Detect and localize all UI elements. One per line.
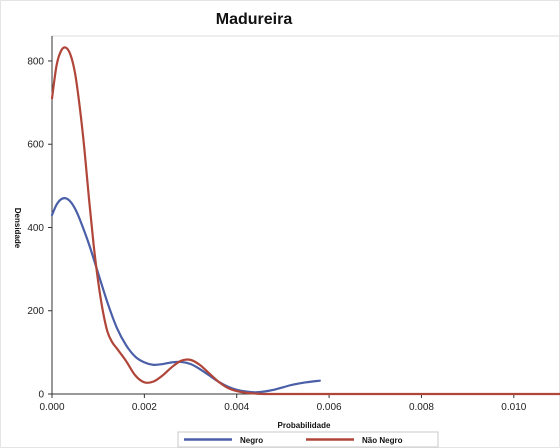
x-tick-label: 0.002 (132, 402, 157, 413)
y-tick-label: 600 (27, 140, 44, 151)
x-tick-label: 0.004 (224, 402, 249, 413)
y-tick-label: 0 (38, 390, 44, 401)
x-axis-label: Probabilidade (278, 421, 331, 430)
legend-label-negro: Negro (240, 436, 263, 445)
y-tick-label: 800 (27, 56, 44, 67)
legend: Negro Não Negro (177, 431, 439, 448)
y-axis-label: Densidade (13, 208, 22, 249)
x-tick-label: 0.000 (39, 402, 64, 413)
chart-title: Madureira (216, 11, 293, 28)
series-line-nao-negro (50, 46, 560, 396)
y-tick-label: 400 (27, 223, 44, 234)
series-line-negro (50, 197, 321, 394)
series-layer (50, 46, 560, 396)
x-tick-label: 0.008 (409, 402, 434, 413)
x-tick-label: 0.006 (317, 402, 342, 413)
y-tick-label: 200 (27, 306, 44, 317)
legend-label-nao-negro: Não Negro (362, 436, 403, 445)
y-axis-ticks: 0 200 400 600 800 (27, 56, 52, 401)
x-tick-label: 0.010 (501, 402, 526, 413)
